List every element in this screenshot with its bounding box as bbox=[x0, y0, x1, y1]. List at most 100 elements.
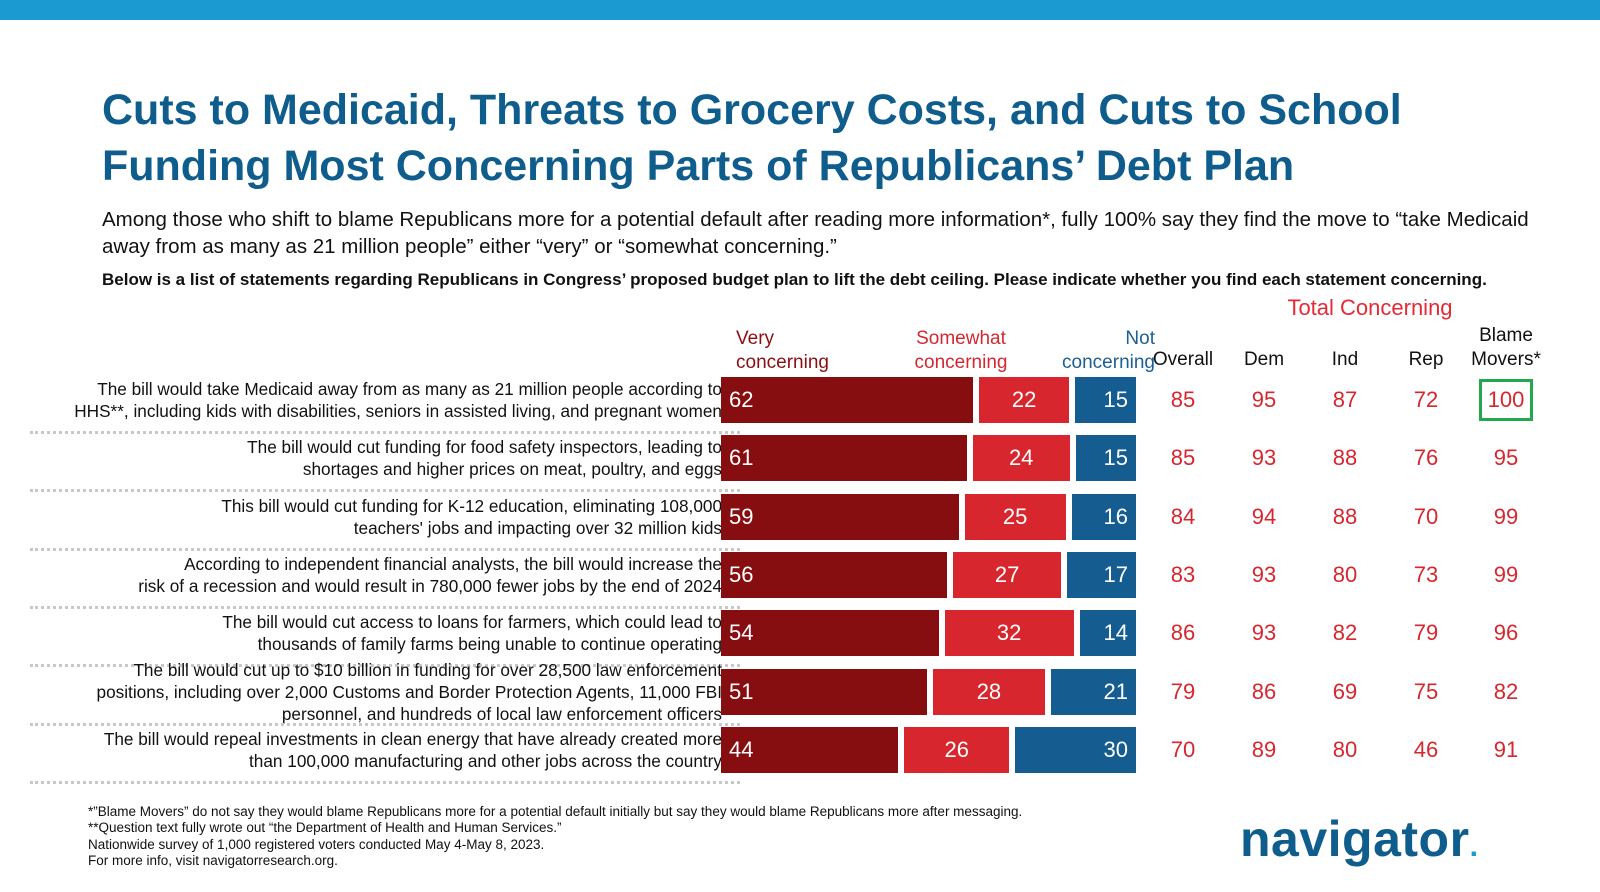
bar-very-concerning: 61 bbox=[721, 435, 967, 482]
legend-very-concerning: Very concerning bbox=[736, 327, 829, 375]
column-header-rep: Rep bbox=[1384, 348, 1468, 372]
total-concerning-value: 85 bbox=[1170, 445, 1196, 471]
column-header-dem: Dem bbox=[1222, 348, 1306, 372]
total-concerning-value: 85 bbox=[1170, 387, 1196, 412]
statement-label-line: personnel, and hundreds of local law enf… bbox=[281, 703, 722, 724]
statement-label-line: positions, including over 2,000 Customs … bbox=[96, 681, 722, 702]
bar-very-concerning: 62 bbox=[721, 377, 974, 423]
column-header-overall: Overall bbox=[1141, 348, 1225, 372]
footnote-hhs: **Question text fully wrote out “the Dep… bbox=[88, 820, 562, 836]
legend-not-line1: Not bbox=[1125, 328, 1155, 349]
bar-very-concerning: 59 bbox=[721, 493, 959, 540]
logo-text: navigator bbox=[1240, 811, 1470, 867]
statement-label-line: The bill would cut up to $10 billion in … bbox=[133, 659, 722, 680]
legend-very-line2: concerning bbox=[736, 352, 829, 373]
total-concerning-value: 87 bbox=[1332, 387, 1358, 412]
total-concerning-value: 84 bbox=[1170, 503, 1196, 529]
bar-not-concerning: 30 bbox=[1015, 726, 1136, 773]
bar-very-concerning: 54 bbox=[721, 610, 939, 657]
total-concerning-value: 79 bbox=[1170, 678, 1196, 704]
statement-label-line: risk of a recession and would result in … bbox=[138, 575, 722, 596]
statement-label-line: The bill would repeal investments in cle… bbox=[103, 728, 722, 749]
statement-label-line: than 100,000 manufacturing and other job… bbox=[249, 750, 722, 771]
row-divider bbox=[30, 664, 740, 668]
column-header-line: Movers* bbox=[1471, 349, 1541, 370]
total-concerning-value: 93 bbox=[1251, 445, 1277, 471]
total-concerning-value: 88 bbox=[1332, 445, 1358, 471]
total-concerning-value: 69 bbox=[1332, 678, 1358, 704]
legend-somewhat-concerning: Somewhat concerning bbox=[886, 327, 1036, 375]
statement-label-line: thousands of family farms being unable t… bbox=[257, 634, 722, 655]
total-concerning-value: 70 bbox=[1413, 503, 1439, 529]
legend-very-line1: Very bbox=[736, 328, 775, 349]
statement-label-line: shortages and higher prices on meat, pou… bbox=[302, 459, 722, 480]
total-concerning-value: 88 bbox=[1332, 503, 1358, 529]
page-title: Cuts to Medicaid, Threats to Grocery Cos… bbox=[102, 86, 1402, 190]
bar-not-concerning: 17 bbox=[1067, 551, 1136, 598]
footnote-survey: Nationwide survey of 1,000 registered vo… bbox=[88, 836, 545, 852]
statement-label: The bill would take Medicaid away from a… bbox=[20, 378, 722, 422]
bar-somewhat-concerning: 32 bbox=[944, 610, 1074, 657]
total-concerning-value: 86 bbox=[1251, 678, 1277, 704]
total-concerning-value: 76 bbox=[1413, 445, 1439, 471]
statement-label-line: The bill would take Medicaid away from a… bbox=[97, 379, 722, 399]
column-header-line: Ind bbox=[1331, 349, 1359, 370]
bar-somewhat-concerning: 28 bbox=[932, 668, 1046, 715]
statement-label: This bill would cut funding for K-12 edu… bbox=[20, 495, 722, 539]
statement-label-line: HHS**, including kids with disabilities,… bbox=[74, 401, 722, 421]
total-concerning-value: 73 bbox=[1413, 561, 1439, 587]
total-concerning-value: 82 bbox=[1493, 678, 1519, 704]
total-concerning-value: 99 bbox=[1493, 561, 1519, 587]
highlight-box bbox=[1479, 379, 1533, 421]
column-header-blame-movers: Blame Movers* bbox=[1464, 324, 1548, 372]
column-header-line: Blame bbox=[1479, 325, 1533, 346]
total-concerning-value: 96 bbox=[1493, 620, 1519, 646]
legend-somewhat-line1: Somewhat bbox=[916, 328, 1006, 349]
logo-dot: . bbox=[1469, 830, 1479, 863]
row-divider bbox=[30, 722, 740, 726]
total-concerning-value: 75 bbox=[1413, 678, 1439, 704]
total-concerning-value: 80 bbox=[1332, 736, 1358, 762]
statement-label: The bill would repeal investments in cle… bbox=[20, 728, 722, 772]
statement-label-line: The bill would cut funding for food safe… bbox=[247, 437, 722, 458]
column-header-line: Dem bbox=[1243, 349, 1285, 370]
footnote-more-info: For more info, visit navigatorresearch.o… bbox=[88, 853, 338, 869]
total-concerning-value: 91 bbox=[1493, 736, 1519, 762]
statement-label: The bill would cut up to $10 billion in … bbox=[20, 659, 722, 725]
statement-label: The bill would cut funding for food safe… bbox=[20, 436, 722, 480]
statement-label: According to independent financial analy… bbox=[20, 553, 722, 597]
total-concerning-value: 94 bbox=[1251, 503, 1277, 529]
bar-very-concerning: 51 bbox=[721, 668, 927, 715]
legend-not-concerning: Not concerning bbox=[1030, 327, 1155, 375]
bar-not-concerning: 15 bbox=[1075, 435, 1136, 482]
statement-label-line: teachers' jobs and impacting over 32 mil… bbox=[353, 517, 722, 538]
bar-not-concerning: 21 bbox=[1051, 668, 1136, 715]
bar-somewhat-concerning: 24 bbox=[972, 435, 1070, 482]
bar-very-concerning: 56 bbox=[721, 551, 947, 598]
total-concerning-value: 79 bbox=[1413, 620, 1439, 646]
row-divider bbox=[30, 605, 740, 609]
legend-somewhat-line2: concerning bbox=[914, 352, 1008, 373]
total-concerning-value: 99 bbox=[1493, 503, 1519, 529]
statement-label-line: This bill would cut funding for K-12 edu… bbox=[221, 495, 722, 516]
statement-label-line: The bill would cut access to loans for f… bbox=[222, 612, 722, 633]
total-concerning-value: 93 bbox=[1251, 561, 1277, 587]
bar-very-concerning: 44 bbox=[721, 726, 899, 773]
total-concerning-value: 89 bbox=[1251, 736, 1277, 762]
legend-not-line2: concerning bbox=[1062, 352, 1155, 373]
total-concerning-value: 86 bbox=[1170, 620, 1196, 646]
row-divider bbox=[30, 547, 740, 551]
total-concerning-value: 95 bbox=[1251, 387, 1277, 412]
bar-somewhat-concerning: 27 bbox=[952, 551, 1062, 598]
bar-somewhat-concerning: 25 bbox=[964, 493, 1066, 540]
column-header-line: Overall bbox=[1152, 349, 1214, 370]
page-subtitle: Among those who shift to blame Republica… bbox=[102, 208, 1529, 258]
bar-not-concerning: 14 bbox=[1079, 610, 1136, 657]
total-concerning-value: 46 bbox=[1413, 736, 1439, 762]
footnotes: *”Blame Movers” do not say they would bl… bbox=[88, 804, 1188, 870]
total-concerning-value: 82 bbox=[1332, 620, 1358, 646]
bar-somewhat-concerning: 26 bbox=[904, 726, 1010, 773]
bar-not-concerning: 15 bbox=[1074, 377, 1136, 423]
bar-not-concerning: 16 bbox=[1071, 493, 1136, 540]
top-accent-bar bbox=[0, 0, 1600, 20]
